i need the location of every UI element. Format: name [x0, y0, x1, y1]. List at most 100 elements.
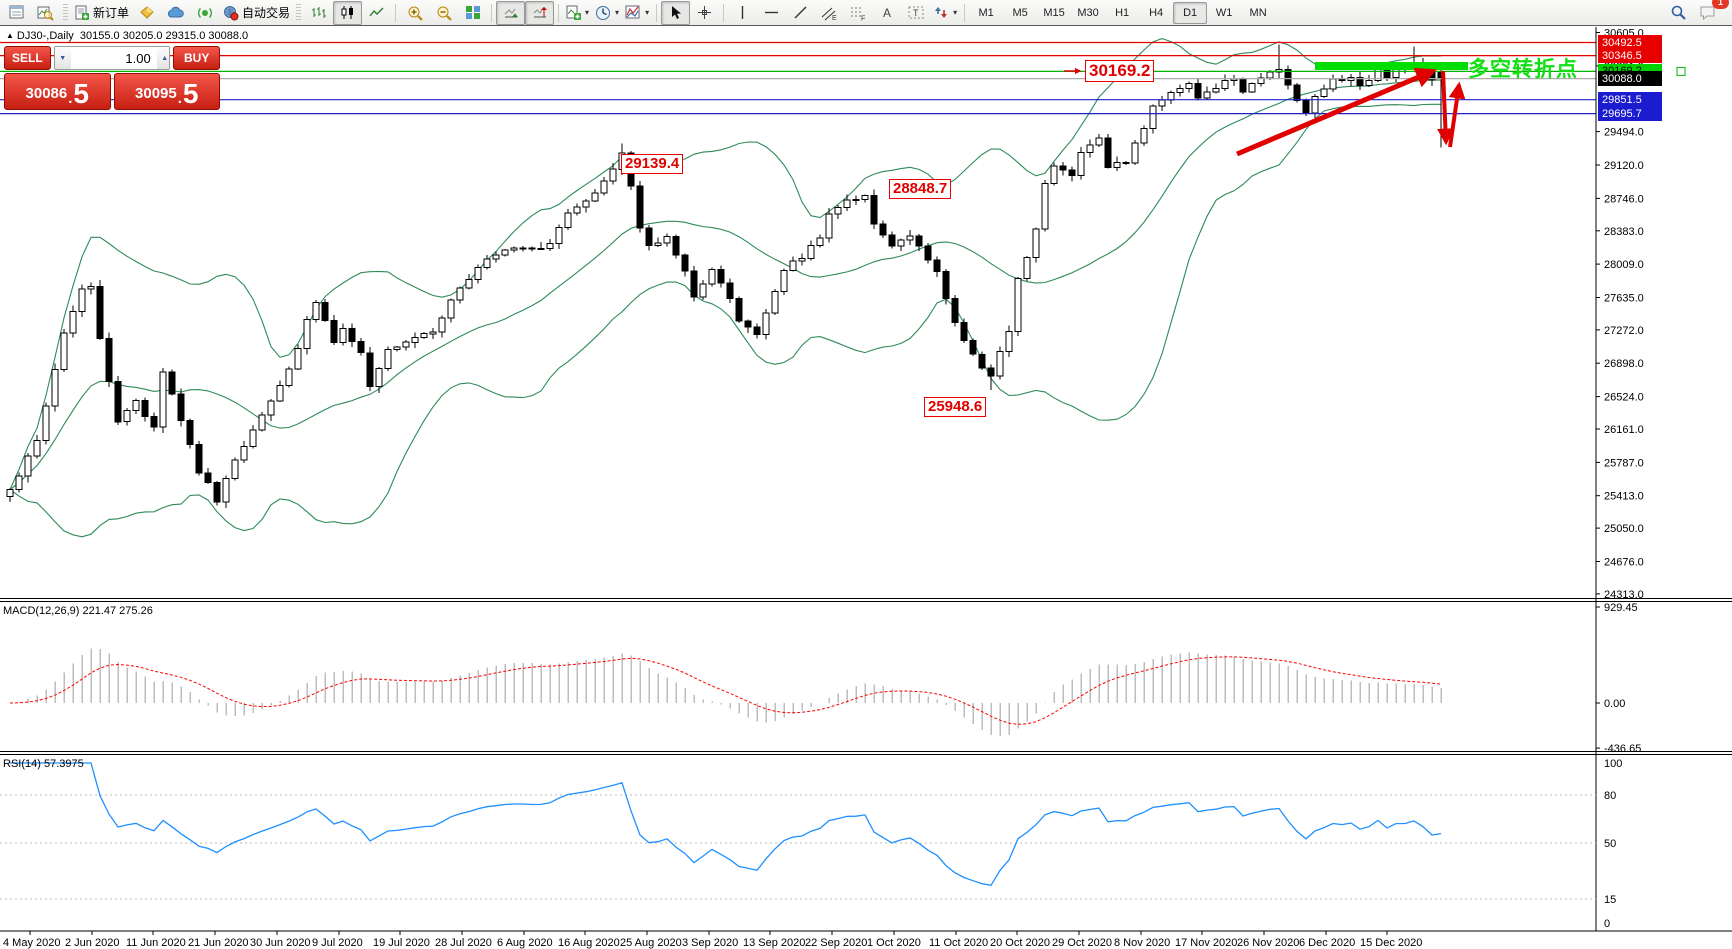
x-date-label: 11 Jun 2020	[126, 937, 186, 949]
candle-body	[915, 235, 923, 247]
annotation-turning-point[interactable]: 多空转折点	[1468, 58, 1578, 81]
chevron-down-icon	[585, 8, 589, 17]
tf-m1[interactable]: M1	[978, 6, 994, 19]
arrows-button[interactable]	[931, 1, 960, 25]
tf-w1[interactable]: W1	[1215, 6, 1233, 19]
x-date-label: 30 Jun 2020	[250, 937, 311, 949]
annotation-high2[interactable]: 28848.7	[889, 179, 952, 199]
bollinger-u	[9, 38, 1441, 490]
tf-m15[interactable]: M15	[1043, 6, 1065, 19]
candle-body	[267, 400, 275, 416]
volume-up-button[interactable]: ▲	[156, 47, 170, 69]
channel-button[interactable]: E	[815, 1, 844, 25]
candle-body	[258, 414, 266, 431]
chevron-down-icon	[615, 8, 619, 17]
crosshair-button[interactable]	[690, 1, 719, 25]
candle-body	[114, 381, 122, 423]
up-arrow[interactable]	[1448, 81, 1466, 148]
trend-arrow[interactable]	[1236, 67, 1437, 157]
periods-button[interactable]	[592, 1, 622, 25]
auto-scroll-button[interactable]	[496, 0, 526, 25]
x-date-label: 20 Oct 2020	[990, 937, 1050, 949]
buy-price-main: 30095	[135, 85, 177, 102]
cloud-icon	[167, 6, 184, 17]
market-watch-button[interactable]	[31, 1, 60, 25]
candle-body	[1140, 128, 1148, 144]
notifications-button[interactable]: 1	[1693, 0, 1729, 25]
tf-m30[interactable]: M30	[1077, 6, 1099, 19]
volume-input[interactable]	[70, 47, 157, 69]
price-axis-badge: 30088.0	[1598, 71, 1662, 87]
candle-body	[528, 247, 536, 250]
rsi-axis-label: 15	[1604, 894, 1616, 906]
candle-body	[672, 235, 680, 256]
arrows-icon	[935, 7, 948, 18]
zoom-out-button[interactable]	[429, 1, 458, 25]
down-arrow[interactable]	[1437, 70, 1454, 146]
autotrading-button[interactable]: 自动交易	[219, 1, 293, 25]
tf-h1[interactable]: H1	[1115, 6, 1130, 19]
signals-cloud-button[interactable]	[161, 1, 190, 25]
y-tick-label: 27635.0	[1604, 293, 1644, 305]
bollinger-bands	[9, 38, 1441, 538]
auto-scroll-icon	[504, 8, 518, 18]
chart-shift-icon	[533, 7, 547, 18]
candle-body	[582, 200, 590, 208]
templates-button[interactable]	[622, 1, 652, 25]
broadcast-icon	[197, 8, 212, 18]
price-axis-badge: 29851.5	[1598, 92, 1662, 108]
market-watch-icon	[37, 6, 54, 21]
zoom-in-button[interactable]	[400, 1, 429, 25]
resistance-highlight-bar[interactable]	[1315, 62, 1468, 70]
text-button[interactable]: A	[873, 1, 902, 25]
search-icon	[1671, 5, 1686, 20]
vertical-line-button[interactable]	[728, 1, 757, 25]
candlestick-button[interactable]	[333, 0, 363, 25]
tf-d1[interactable]: D1	[1173, 1, 1208, 24]
cursor-button[interactable]	[661, 0, 691, 25]
candle-body	[159, 371, 167, 428]
volume-down-button[interactable]: ▼	[54, 47, 71, 69]
candle-body	[753, 326, 761, 335]
sell-button[interactable]: SELL	[4, 46, 51, 70]
sell-price-panel[interactable]: 30086. 5	[4, 73, 111, 110]
y-tick-label: 27272.0	[1604, 325, 1644, 337]
bar-chart-button[interactable]	[304, 1, 333, 25]
horizontal-line-button[interactable]	[757, 1, 786, 25]
y-tick-label: 29120.0	[1604, 160, 1644, 172]
annotation-high1[interactable]: 29139.4	[621, 154, 684, 174]
candle-body	[60, 332, 68, 371]
toolbar-separator	[656, 3, 658, 22]
x-date-label: 28 Jul 2020	[435, 937, 492, 949]
workspace-button[interactable]	[2, 1, 31, 25]
tile-windows-button[interactable]	[458, 1, 487, 25]
candle-body	[573, 206, 581, 214]
candle-body	[429, 331, 437, 335]
candle-body	[942, 271, 950, 300]
candle-body	[645, 227, 653, 246]
candle-body	[321, 302, 329, 322]
trendline-button[interactable]	[786, 1, 815, 25]
chart-shift-button[interactable]	[525, 0, 555, 25]
buy-price-panel[interactable]: 30095. 5	[113, 73, 220, 110]
chart-window[interactable]: 30605.030231.029494.029120.028746.028383…	[0, 27, 1732, 949]
tf-mn[interactable]: MN	[1249, 6, 1267, 19]
new-order-button[interactable]: 新订单	[71, 1, 132, 25]
fibonacci-button[interactable]: F	[844, 1, 873, 25]
market-button[interactable]	[132, 1, 161, 25]
buy-button[interactable]: BUY	[173, 46, 220, 70]
tf-h4[interactable]: H4	[1149, 6, 1164, 19]
candles	[6, 44, 1445, 508]
signals-button[interactable]	[190, 1, 219, 25]
text-label-button[interactable]: T	[902, 1, 931, 25]
annotation-low1[interactable]: 25948.6	[924, 397, 987, 417]
line-chart-button[interactable]	[362, 1, 391, 25]
candle-body	[402, 341, 410, 348]
annotation-level[interactable]: 30169.2	[1085, 60, 1155, 82]
candle-body	[933, 259, 941, 272]
chat-bubble-icon	[1700, 6, 1714, 20]
new-chart-button[interactable]	[563, 1, 592, 25]
rsi-axis-label: 80	[1604, 790, 1616, 802]
search-button[interactable]	[1664, 1, 1693, 25]
tf-m5[interactable]: M5	[1012, 6, 1028, 19]
